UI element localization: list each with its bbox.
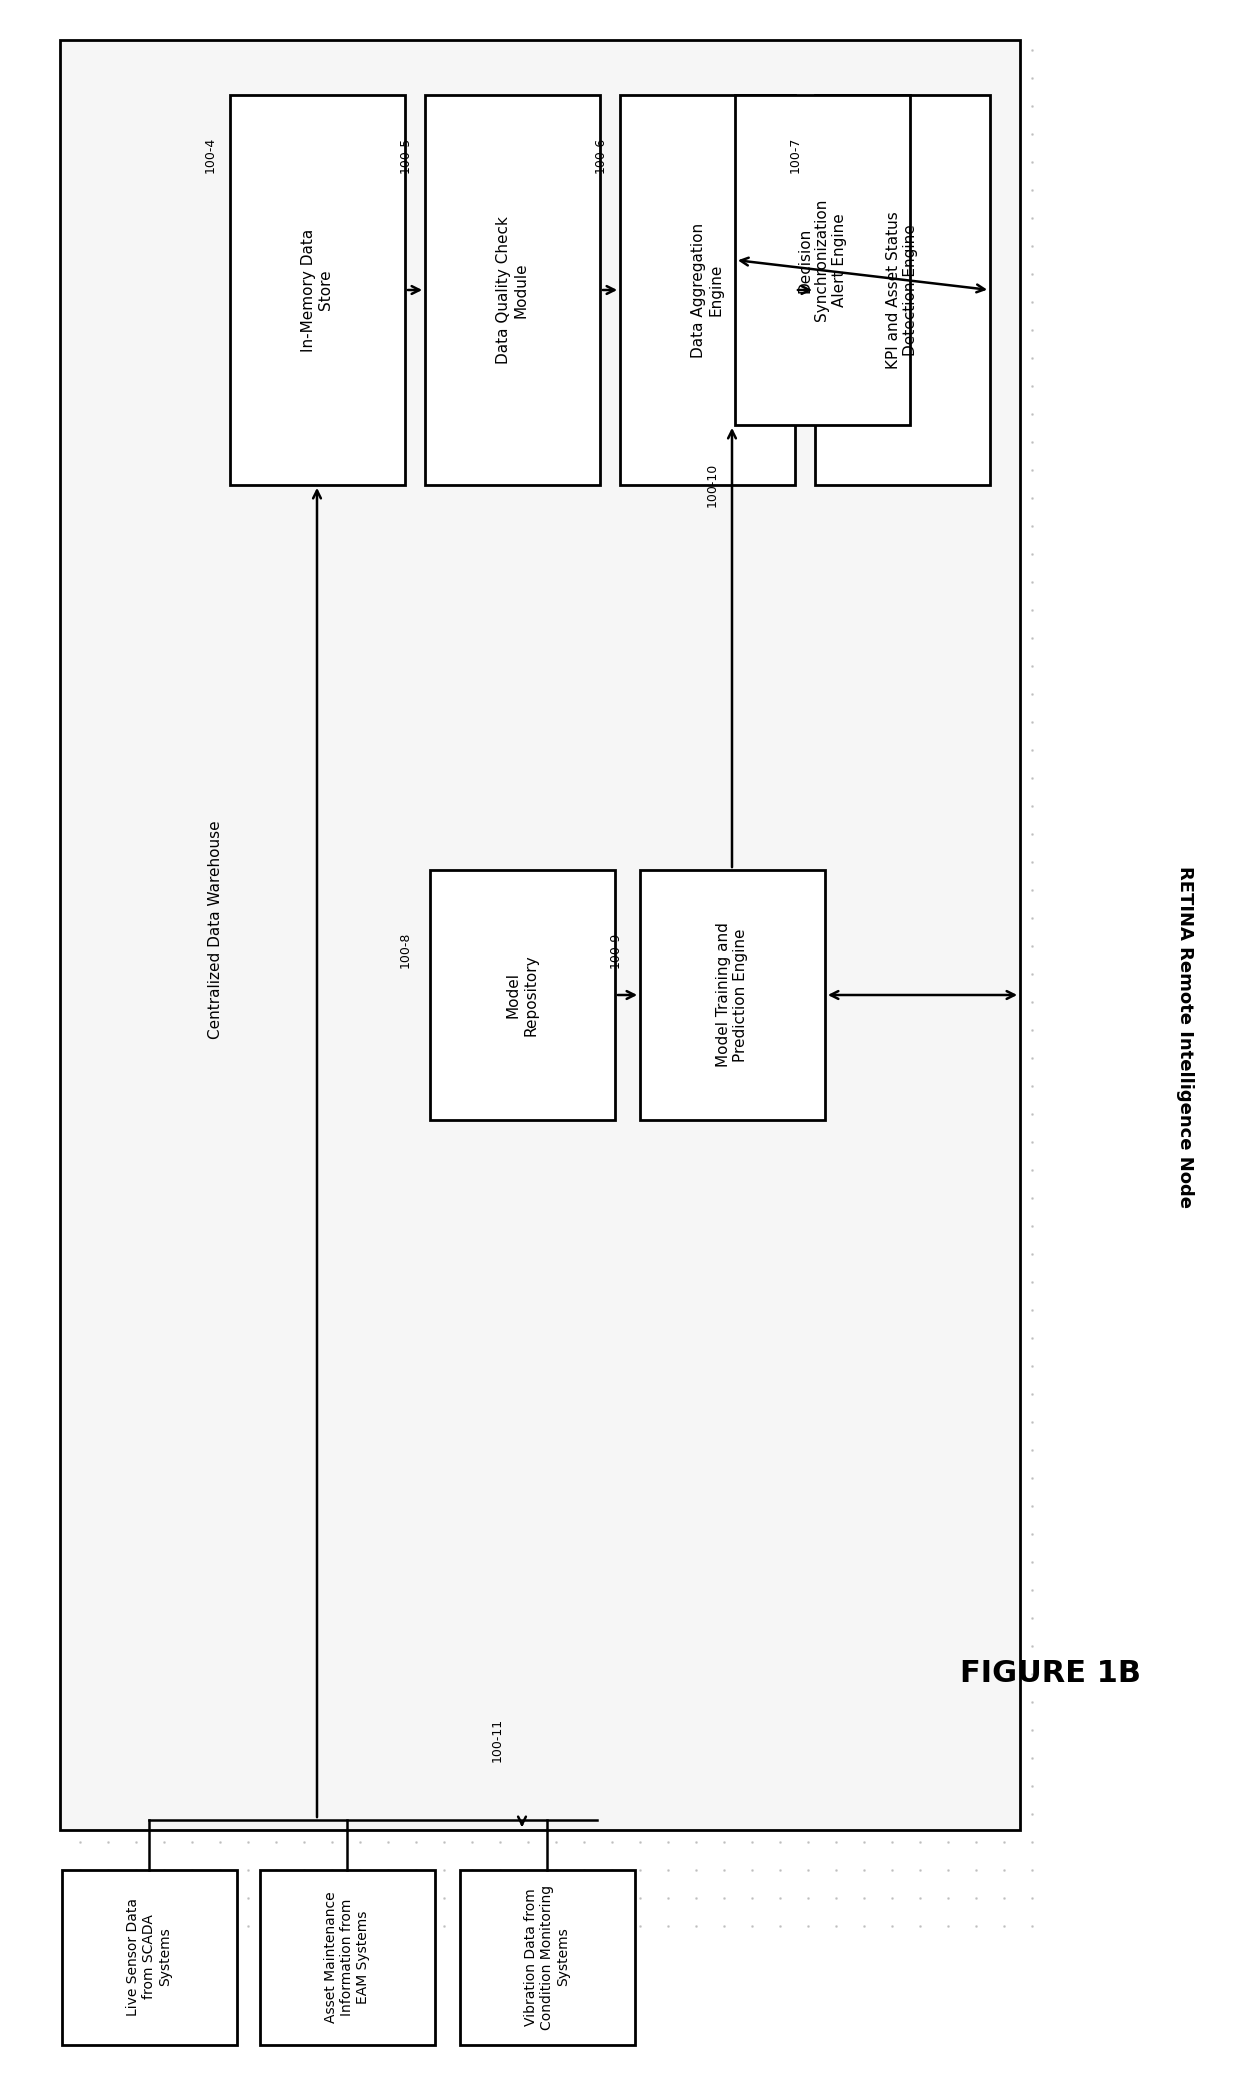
- Text: 100-4: 100-4: [203, 137, 217, 174]
- Text: Asset Maintenance
Information from
EAM Systems: Asset Maintenance Information from EAM S…: [324, 1891, 371, 2023]
- Text: 100-5: 100-5: [398, 137, 412, 174]
- Text: 100-11: 100-11: [491, 1719, 503, 1762]
- Text: Decision
Synchronization
Alert Engine: Decision Synchronization Alert Engine: [797, 199, 847, 321]
- Bar: [62, 1870, 237, 2044]
- Text: In-Memory Data
Store: In-Memory Data Store: [301, 228, 334, 352]
- Bar: [460, 1870, 635, 2044]
- Text: Vibration Data from
Condition Monitoring
Systems: Vibration Data from Condition Monitoring…: [523, 1884, 570, 2029]
- Text: RETINA Remote Intelligence Node: RETINA Remote Intelligence Node: [1176, 867, 1194, 1209]
- Text: 100-7: 100-7: [789, 137, 801, 174]
- Text: KPI and Asset Status
Detection Engine: KPI and Asset Status Detection Engine: [885, 211, 918, 369]
- Bar: [229, 95, 405, 485]
- Bar: [640, 871, 825, 1119]
- Text: Data Aggregation
Engine: Data Aggregation Engine: [691, 222, 723, 357]
- Text: 100-10: 100-10: [706, 462, 718, 508]
- Text: Data Quality Check
Module: Data Quality Check Module: [496, 216, 528, 365]
- Text: Live Sensor Data
from SCADA
Systems: Live Sensor Data from SCADA Systems: [125, 1899, 172, 2017]
- Bar: [620, 95, 795, 485]
- Bar: [185, 56, 1021, 1806]
- Bar: [60, 39, 1021, 1830]
- Text: 100-9: 100-9: [609, 933, 621, 968]
- Bar: [425, 95, 600, 485]
- Bar: [260, 1870, 435, 2044]
- Text: Centralized Data Warehouse: Centralized Data Warehouse: [207, 821, 222, 1039]
- Text: FIGURE 1B: FIGURE 1B: [960, 1658, 1141, 1687]
- Bar: [735, 95, 910, 425]
- Text: Model Training and
Prediction Engine: Model Training and Prediction Engine: [715, 922, 748, 1068]
- Text: 100-6: 100-6: [594, 137, 606, 174]
- Text: 100-8: 100-8: [398, 931, 412, 968]
- Text: Model
Repository: Model Repository: [506, 954, 538, 1036]
- Bar: [815, 95, 990, 485]
- Bar: [430, 871, 615, 1119]
